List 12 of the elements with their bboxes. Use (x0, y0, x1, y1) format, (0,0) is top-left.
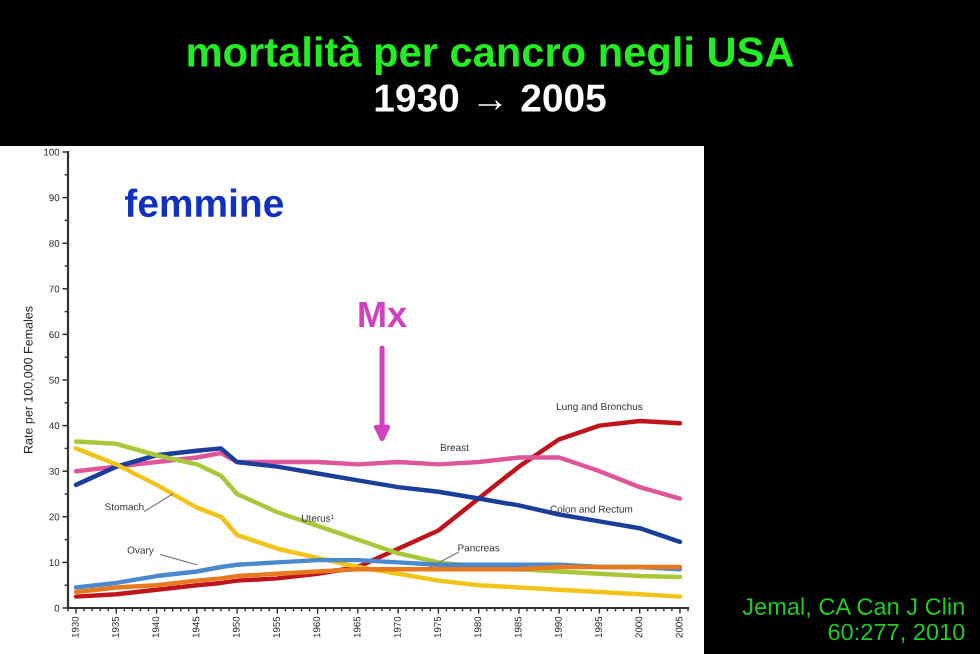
line-series (73, 450, 683, 501)
line-series (73, 446, 683, 599)
annotation: femmine (125, 188, 283, 218)
line-series (73, 564, 683, 595)
line-series (73, 418, 683, 599)
line-series (73, 439, 683, 580)
annotation: Mx (359, 302, 407, 327)
chart-title: mortalità per cancro negli USA (188, 35, 794, 76)
line-series (73, 557, 683, 590)
line-series (73, 446, 683, 545)
text: Jemal, CA Can J Clin 60:277, 2010 (742, 597, 965, 644)
chart-subtitle: 1930 → 2005 (375, 84, 606, 112)
